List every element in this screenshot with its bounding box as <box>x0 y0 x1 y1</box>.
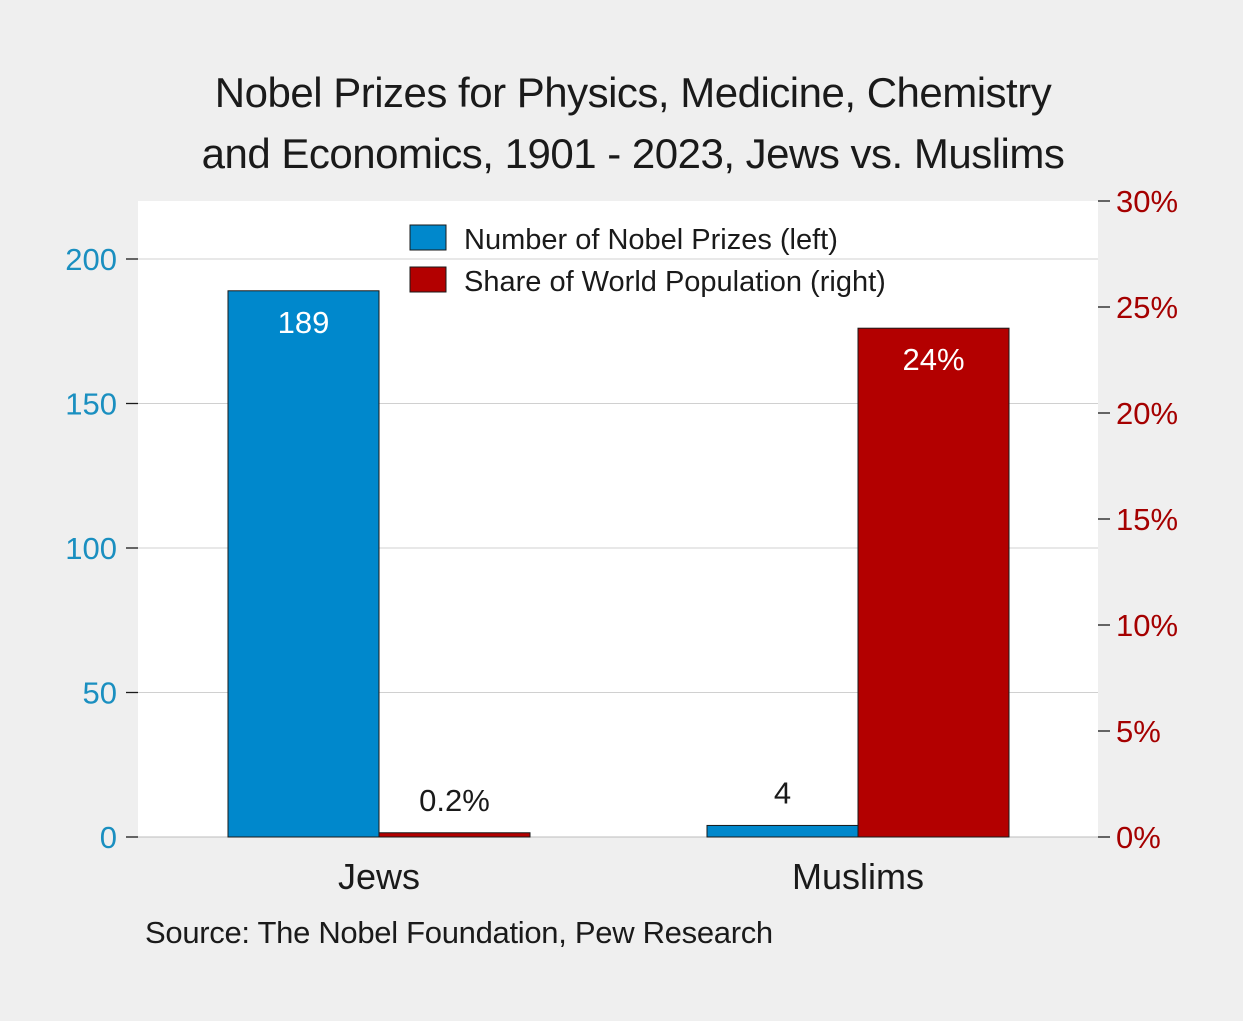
left-axis-tick-label-4: 200 <box>65 242 117 277</box>
right-axis-tick-label-5: 25% <box>1116 290 1178 325</box>
source-note: Source: The Nobel Foundation, Pew Resear… <box>145 915 773 950</box>
axes: 0 50 100 150 200 0% 5% 10% 15% 20% 25% 30% <box>65 184 1178 855</box>
right-axis-tick-label-4: 20% <box>1116 396 1178 431</box>
legend: Number of Nobel Prizes (left) Share of Wo… <box>409 224 886 298</box>
chart-title-line-1: Nobel Prizes for Physics, Medicine, Chem… <box>214 69 1052 116</box>
left-axis-tick-label-2: 100 <box>65 531 117 566</box>
bar-jews-series-2 <box>378 832 531 838</box>
bar-muslims-series-2 <box>857 327 1010 838</box>
left-axis-tick-label-0: 0 <box>100 820 117 855</box>
labels: 189 4 0.2% 24% Jews Muslims <box>278 305 965 897</box>
left-axis-tick-label-3: 150 <box>65 387 117 422</box>
bar-jews-series-1 <box>227 290 380 838</box>
data-label-jews-series-1: 189 <box>278 305 330 340</box>
data-label-muslims-series-2: 24% <box>902 342 964 377</box>
right-axis-tick-label-3: 15% <box>1116 502 1178 537</box>
category-label-jews: Jews <box>338 856 420 897</box>
chart-title-line-2: and Economics, 1901 - 2023, Jews vs. Mus… <box>201 130 1065 177</box>
legend-swatch-1 <box>409 224 447 251</box>
data-label-jews-series-2: 0.2% <box>419 783 490 818</box>
bars <box>227 290 1010 838</box>
right-axis-tick-label-6: 30% <box>1116 184 1178 219</box>
data-label-muslims-series-1: 4 <box>774 775 791 810</box>
right-axis-tick-label-1: 5% <box>1116 714 1161 749</box>
legend-label-1: Number of Nobel Prizes (left) <box>464 224 838 256</box>
legend-swatch-2 <box>409 266 447 293</box>
legend-label-2: Share of World Population (right) <box>464 266 886 298</box>
right-axis-tick-label-0: 0% <box>1116 820 1161 855</box>
bar-muslims-series-1 <box>706 824 859 838</box>
right-axis-tick-label-2: 10% <box>1116 608 1178 643</box>
category-label-muslims: Muslims <box>792 856 924 897</box>
left-axis-tick-label-1: 50 <box>83 676 117 711</box>
